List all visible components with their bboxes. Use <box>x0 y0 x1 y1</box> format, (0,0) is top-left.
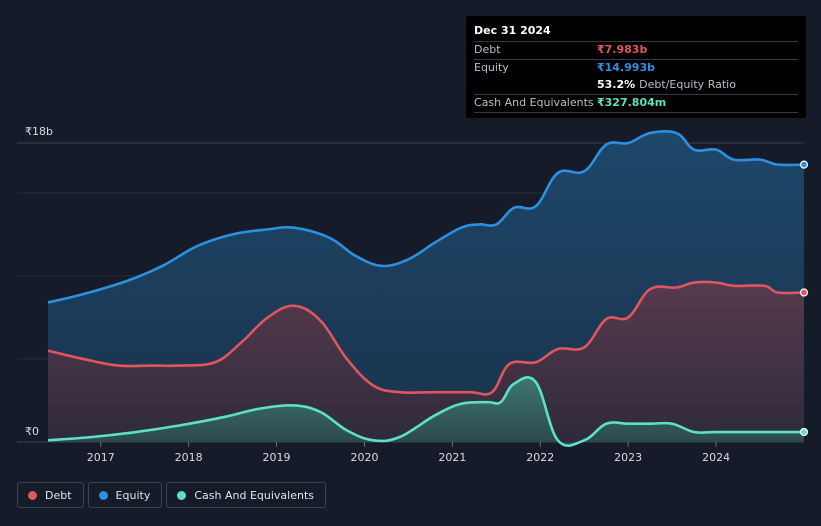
legend-equity-label: Equity <box>115 488 151 502</box>
tooltip-equity-label: Equity <box>474 61 509 74</box>
series-lines <box>47 129 805 448</box>
tooltip-debt-value: ₹7.983b <box>597 43 648 56</box>
debt-endpoint <box>799 288 809 297</box>
series-areas <box>48 131 804 446</box>
x-axis: 2017 2018 2019 2020 2021 2022 2023 2024 <box>87 442 730 464</box>
legend-cash-label: Cash And Equivalents <box>194 488 314 502</box>
tooltip-date: Dec 31 2024 <box>474 24 551 37</box>
cash-dot-icon <box>177 490 187 500</box>
cash-and-equivalents-line <box>47 376 804 448</box>
series-endpoints <box>799 160 809 437</box>
y-axis-zero-label: ₹0 <box>25 425 39 438</box>
legend-debt-label: Debt <box>45 488 72 502</box>
tooltip-cash-label: Cash And Equivalents <box>474 96 594 109</box>
equity-line <box>47 129 805 304</box>
debt-line <box>47 280 805 396</box>
y-axis-top-label: ₹18b <box>25 125 53 138</box>
debt-dot-icon <box>28 490 37 500</box>
tooltip-debt-label: Debt <box>474 43 501 56</box>
legend-item-cash[interactable]: Cash And Equivalents <box>166 482 326 508</box>
x-tick-label: 2024 <box>702 451 730 464</box>
tooltip-cash-value: ₹327.804m <box>597 96 667 109</box>
tooltip-cash-row: Cash And Equivalents ₹327.804m <box>474 94 798 112</box>
debt-area <box>48 281 804 442</box>
legend: Debt Equity Cash And Equivalents <box>17 482 326 510</box>
x-tick-label: 2021 <box>438 451 466 464</box>
x-tick-label: 2017 <box>87 451 115 464</box>
cash-and-equivalents-endpoint <box>799 427 809 437</box>
x-tick-label: 2020 <box>350 451 378 464</box>
x-tick-label: 2018 <box>175 451 203 464</box>
tooltip-debt-row: Debt ₹7.983b <box>474 41 798 59</box>
cash-and-equivalents-area <box>48 377 804 446</box>
x-tick-label: 2022 <box>526 451 554 464</box>
tooltip-equity-row: Equity ₹14.993b <box>474 59 798 77</box>
x-tick-label: 2019 <box>263 451 291 464</box>
tooltip-equity-value: ₹14.993b <box>597 61 655 74</box>
tooltip-ratio-label: Debt/Equity Ratio <box>639 78 736 91</box>
legend-item-debt[interactable]: Debt <box>17 482 84 508</box>
tooltip-panel: Dec 31 2024 Debt ₹7.983b Equity ₹14.993b… <box>466 16 806 118</box>
x-tick-label: 2023 <box>614 451 642 464</box>
legend-item-equity[interactable]: Equity <box>87 482 163 508</box>
equity-dot-icon <box>98 490 108 500</box>
tooltip-ratio-row: 53.2% Debt/Equity Ratio <box>474 77 798 94</box>
equity-endpoint <box>799 160 809 169</box>
tooltip-ratio-value: 53.2% <box>597 78 636 91</box>
